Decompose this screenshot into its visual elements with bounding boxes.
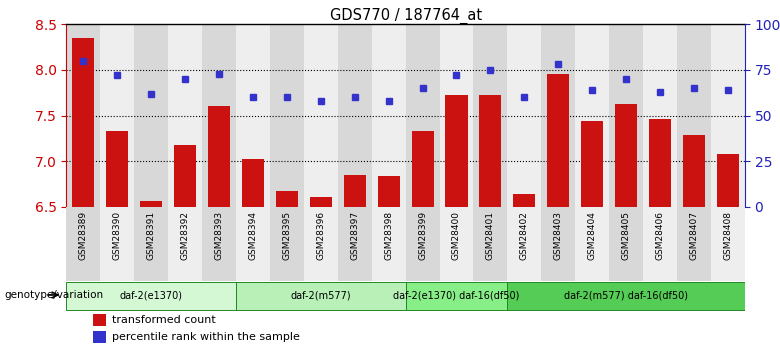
Bar bbox=[473, 207, 508, 281]
Bar bbox=[609, 207, 643, 281]
Bar bbox=[236, 207, 270, 281]
Text: GSM28405: GSM28405 bbox=[622, 211, 631, 260]
Text: GSM28406: GSM28406 bbox=[655, 211, 665, 260]
Bar bbox=[202, 24, 236, 207]
Bar bbox=[440, 24, 473, 207]
Text: GSM28399: GSM28399 bbox=[418, 211, 427, 260]
Text: GSM28392: GSM28392 bbox=[180, 211, 190, 260]
Bar bbox=[643, 24, 677, 207]
Text: GSM28397: GSM28397 bbox=[350, 211, 360, 260]
Text: GSM28404: GSM28404 bbox=[587, 211, 597, 259]
FancyBboxPatch shape bbox=[236, 282, 406, 310]
Bar bbox=[576, 24, 609, 207]
Bar bbox=[677, 24, 711, 207]
Bar bbox=[101, 207, 134, 281]
Bar bbox=[609, 24, 643, 207]
Bar bbox=[548, 75, 569, 345]
Bar bbox=[615, 104, 637, 345]
Bar bbox=[174, 145, 196, 345]
Text: daf-2(e1370) daf-16(df50): daf-2(e1370) daf-16(df50) bbox=[393, 291, 519, 301]
Bar bbox=[649, 119, 671, 345]
Text: GSM28389: GSM28389 bbox=[79, 211, 88, 260]
Bar bbox=[371, 24, 406, 207]
Bar bbox=[711, 24, 745, 207]
Text: GSM28396: GSM28396 bbox=[316, 211, 325, 260]
Bar bbox=[242, 159, 264, 345]
Bar bbox=[406, 207, 440, 281]
Bar bbox=[711, 207, 745, 281]
Text: GSM28408: GSM28408 bbox=[723, 211, 732, 260]
Text: GSM28391: GSM28391 bbox=[147, 211, 156, 260]
Bar bbox=[541, 24, 576, 207]
Bar bbox=[168, 24, 202, 207]
Bar bbox=[208, 106, 230, 345]
Bar bbox=[378, 176, 399, 345]
Text: GSM28394: GSM28394 bbox=[248, 211, 257, 260]
Bar bbox=[310, 197, 332, 345]
Bar bbox=[73, 38, 94, 345]
Bar bbox=[440, 207, 473, 281]
Text: GSM28401: GSM28401 bbox=[486, 211, 495, 260]
Bar bbox=[643, 207, 677, 281]
Bar bbox=[445, 95, 467, 345]
Text: GSM28390: GSM28390 bbox=[112, 211, 122, 260]
Bar bbox=[507, 24, 541, 207]
Text: daf-2(m577): daf-2(m577) bbox=[290, 291, 351, 301]
Title: GDS770 / 187764_at: GDS770 / 187764_at bbox=[329, 8, 482, 24]
Bar bbox=[412, 131, 434, 345]
Bar bbox=[371, 207, 406, 281]
FancyBboxPatch shape bbox=[406, 282, 507, 310]
Bar bbox=[66, 24, 101, 207]
Text: daf-2(m577) daf-16(df50): daf-2(m577) daf-16(df50) bbox=[564, 291, 688, 301]
Bar bbox=[683, 135, 705, 345]
Bar bbox=[304, 207, 338, 281]
Bar bbox=[270, 24, 304, 207]
Bar bbox=[507, 207, 541, 281]
Bar bbox=[338, 207, 372, 281]
Bar bbox=[338, 24, 372, 207]
Bar bbox=[202, 207, 236, 281]
Bar bbox=[140, 200, 162, 345]
Text: GSM28407: GSM28407 bbox=[690, 211, 699, 260]
Bar bbox=[304, 24, 338, 207]
Bar bbox=[344, 175, 366, 345]
Bar bbox=[276, 191, 298, 345]
Bar bbox=[94, 314, 105, 326]
Bar bbox=[541, 207, 576, 281]
Bar bbox=[406, 24, 440, 207]
Text: GSM28398: GSM28398 bbox=[384, 211, 393, 260]
Bar bbox=[717, 154, 739, 345]
Text: percentile rank within the sample: percentile rank within the sample bbox=[112, 333, 300, 342]
Bar bbox=[677, 207, 711, 281]
Bar bbox=[168, 207, 202, 281]
Text: GSM28400: GSM28400 bbox=[452, 211, 461, 260]
Text: genotype/variation: genotype/variation bbox=[4, 290, 103, 300]
Bar bbox=[66, 207, 101, 281]
Bar bbox=[480, 95, 502, 345]
Bar bbox=[94, 331, 105, 343]
Bar bbox=[270, 207, 304, 281]
Text: transformed count: transformed count bbox=[112, 315, 216, 325]
Bar bbox=[134, 24, 168, 207]
Bar bbox=[513, 194, 535, 345]
Bar bbox=[236, 24, 270, 207]
Text: GSM28393: GSM28393 bbox=[215, 211, 224, 260]
FancyBboxPatch shape bbox=[507, 282, 745, 310]
FancyBboxPatch shape bbox=[66, 282, 236, 310]
Bar bbox=[106, 131, 128, 345]
Text: GSM28402: GSM28402 bbox=[519, 211, 529, 259]
Bar bbox=[101, 24, 134, 207]
Text: daf-2(e1370): daf-2(e1370) bbox=[119, 291, 183, 301]
Bar bbox=[134, 207, 168, 281]
Bar bbox=[576, 207, 609, 281]
Bar bbox=[473, 24, 508, 207]
Text: GSM28395: GSM28395 bbox=[282, 211, 292, 260]
Bar bbox=[581, 121, 603, 345]
Text: GSM28403: GSM28403 bbox=[554, 211, 563, 260]
